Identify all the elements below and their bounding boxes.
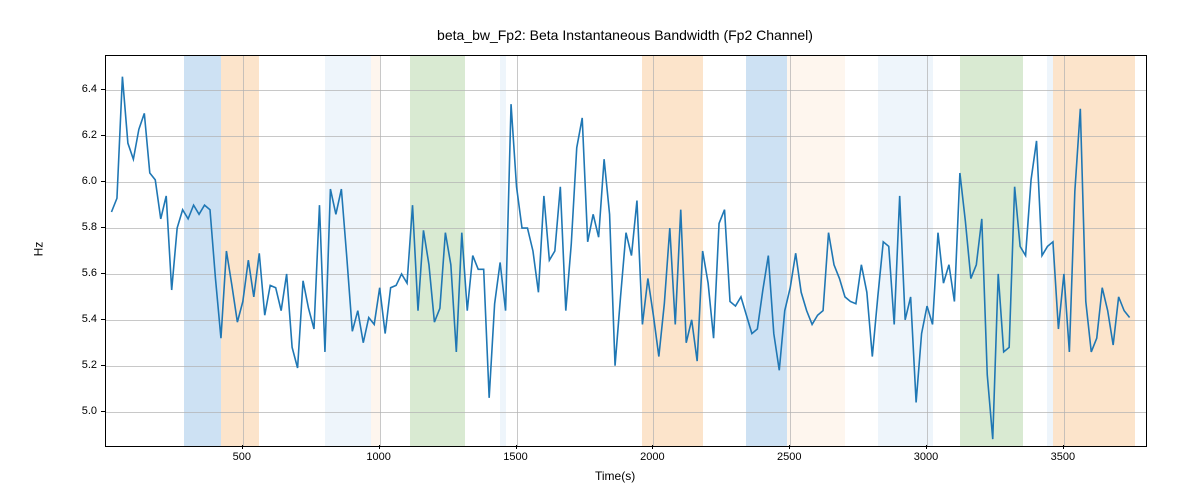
y-tick xyxy=(101,319,105,320)
x-tick xyxy=(926,445,927,449)
y-tick-label: 5.2 xyxy=(71,359,97,371)
y-tick xyxy=(101,273,105,274)
plot-area xyxy=(105,55,1147,447)
x-tick-label: 1500 xyxy=(503,451,527,463)
y-tick-label: 6.4 xyxy=(71,83,97,95)
x-tick xyxy=(242,445,243,449)
x-axis-label: Time(s) xyxy=(595,469,635,483)
y-tick xyxy=(101,135,105,136)
x-tick-label: 3000 xyxy=(914,451,938,463)
y-tick xyxy=(101,411,105,412)
x-tick-label: 2500 xyxy=(777,451,801,463)
x-tick xyxy=(652,445,653,449)
y-tick-label: 5.0 xyxy=(71,405,97,417)
y-tick-label: 6.2 xyxy=(71,129,97,141)
x-tick-label: 2000 xyxy=(640,451,664,463)
x-tick-label: 500 xyxy=(233,451,251,463)
y-tick-label: 5.4 xyxy=(71,313,97,325)
line-series-svg xyxy=(106,56,1146,446)
line-series xyxy=(111,77,1129,439)
y-tick-label: 5.8 xyxy=(71,221,97,233)
y-tick xyxy=(101,227,105,228)
x-tick xyxy=(516,445,517,449)
figure: beta_bw_Fp2: Beta Instantaneous Bandwidt… xyxy=(0,0,1200,500)
y-tick-label: 6.0 xyxy=(71,175,97,187)
x-tick xyxy=(1063,445,1064,449)
x-tick-label: 1000 xyxy=(366,451,390,463)
y-tick xyxy=(101,89,105,90)
chart-title: beta_bw_Fp2: Beta Instantaneous Bandwidt… xyxy=(105,27,1145,43)
x-tick-label: 3500 xyxy=(1051,451,1075,463)
x-tick xyxy=(789,445,790,449)
y-tick xyxy=(101,365,105,366)
y-tick-label: 5.6 xyxy=(71,267,97,279)
y-axis-label: Hz xyxy=(31,242,45,257)
y-tick xyxy=(101,181,105,182)
x-tick xyxy=(379,445,380,449)
